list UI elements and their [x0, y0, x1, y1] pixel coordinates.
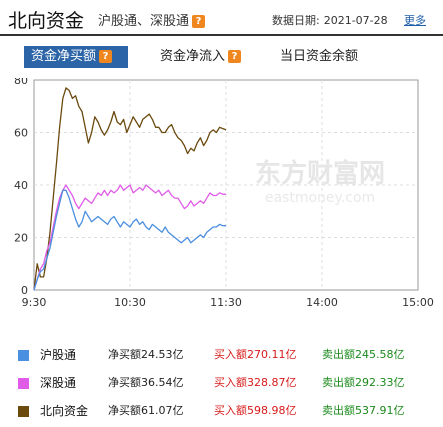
more-link[interactable]: 更多	[404, 14, 426, 27]
x-tick-label: 11:30	[210, 296, 242, 309]
legend-swatch	[18, 378, 29, 389]
tab-daily-balance-label: 当日资金余额	[280, 49, 359, 64]
x-axis: 9:30 10:30 11:30 14:00 15:00	[22, 296, 434, 309]
subtitle-text: 沪股通、深股通	[98, 14, 190, 29]
legend-swatch	[18, 406, 29, 417]
legend-net: 净买额24.53亿	[108, 348, 184, 361]
series-line	[33, 184, 226, 291]
series-lines	[33, 87, 227, 291]
data-date-label: 数据日期:	[272, 14, 320, 27]
watermark-sub: eastmoney.com	[265, 190, 375, 206]
question-icon[interactable]: ?	[192, 15, 206, 28]
y-tick-label: 80	[14, 78, 28, 87]
legend-name: 沪股通	[40, 348, 77, 362]
legend-net: 净买额36.54亿	[108, 376, 184, 389]
x-tick-label: 14:00	[306, 296, 338, 309]
legend-name: 北向资金	[40, 404, 89, 418]
y-tick-label: 40	[14, 179, 28, 192]
series-line	[33, 87, 227, 291]
y-tick-label: 0	[21, 284, 28, 297]
legend-buy: 买入额328.87亿	[214, 376, 297, 389]
page-title: 北向资金	[8, 10, 85, 32]
tab-net-buy-label: 资金净买额	[31, 49, 97, 64]
x-tick-label: 10:30	[114, 296, 146, 309]
data-date: 数据日期: 2021-07-28	[272, 12, 388, 28]
legend-buy: 买入额270.11亿	[214, 348, 297, 361]
x-tick-label: 9:30	[22, 296, 47, 309]
panel-header: 北向资金 沪股通、深股通? 数据日期: 2021-07-28 更多	[0, 0, 443, 36]
tab-net-buy[interactable]: 资金净买额?	[24, 46, 128, 68]
subtitle: 沪股通、深股通?	[98, 10, 206, 29]
tab-net-inflow-label: 资金净流入	[160, 49, 226, 64]
tab-bar: 资金净买额? 资金净流入? 当日资金余额	[0, 46, 443, 68]
x-tick-label: 15:00	[402, 296, 434, 309]
legend-name: 深股通	[40, 376, 77, 390]
legend-row-hgt: 沪股通 净买额24.53亿 买入额270.11亿 卖出额245.58亿	[0, 345, 443, 365]
legend-sell: 卖出额292.33亿	[322, 376, 405, 389]
watermark-text: 东方财富网	[255, 158, 385, 189]
question-icon[interactable]: ?	[228, 50, 242, 63]
legend-buy: 买入额598.98亿	[214, 404, 297, 417]
watermark: 东方财富网 eastmoney.com	[255, 158, 385, 206]
legend-sell: 卖出额537.91亿	[322, 404, 405, 417]
legend-row-sgt: 深股通 净买额36.54亿 买入额328.87亿 卖出额292.33亿	[0, 373, 443, 393]
legend-net: 净买额61.07亿	[108, 404, 184, 417]
legend-swatch	[18, 350, 29, 361]
legend-sell: 卖出额245.58亿	[322, 348, 405, 361]
y-axis: 0 20 40 60 80	[14, 78, 28, 297]
net-buy-chart: 东方财富网 eastmoney.com 0 20 40 60 80 9:30 10:30 1…	[14, 78, 434, 309]
data-date-value: 2021-07-28	[323, 14, 388, 27]
y-tick-label: 60	[14, 127, 28, 140]
series-line	[33, 189, 226, 291]
y-tick-label: 20	[14, 232, 28, 245]
legend-row-north: 北向资金 净买额61.07亿 买入额598.98亿 卖出额537.91亿	[0, 401, 443, 421]
tab-daily-balance[interactable]: 当日资金余额	[280, 46, 358, 68]
question-icon[interactable]: ?	[99, 50, 113, 63]
tab-net-inflow[interactable]: 资金净流入?	[160, 46, 242, 68]
